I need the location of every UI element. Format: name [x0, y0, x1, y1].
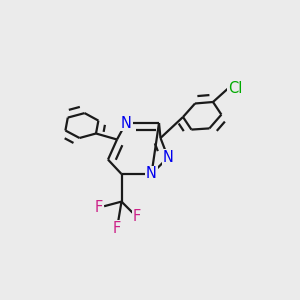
Text: N: N: [146, 167, 157, 182]
Text: Cl: Cl: [228, 81, 242, 96]
Text: F: F: [113, 221, 121, 236]
Text: N: N: [163, 150, 173, 165]
Text: N: N: [121, 116, 131, 130]
Text: F: F: [132, 209, 141, 224]
Text: F: F: [95, 200, 103, 215]
